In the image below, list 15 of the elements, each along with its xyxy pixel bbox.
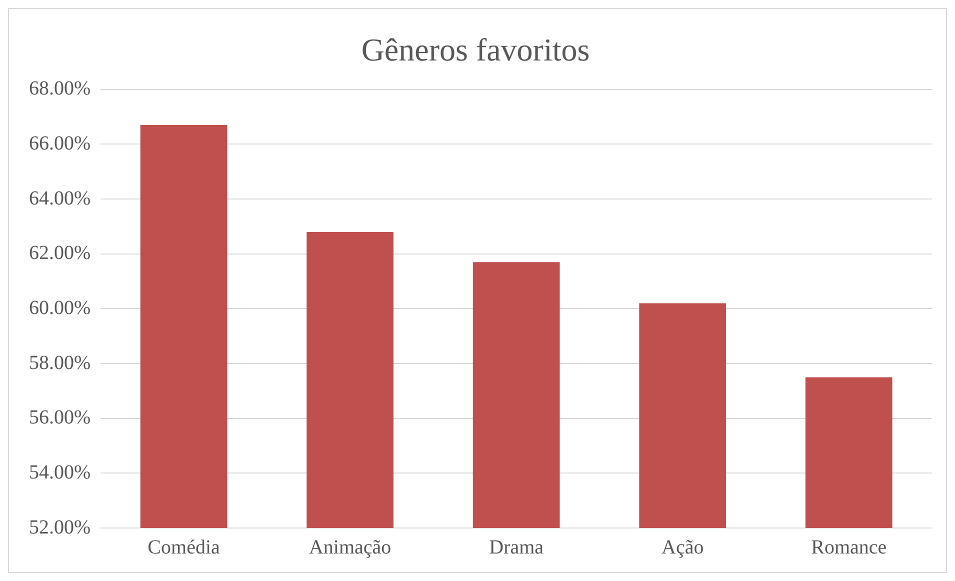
- y-tick-label: 58.00%: [28, 352, 91, 374]
- chart-title: Gêneros favoritos: [361, 32, 590, 68]
- y-tick-label: 66.00%: [28, 132, 91, 154]
- y-tick-label: 68.00%: [28, 78, 91, 100]
- x-tick-label: Ação: [661, 536, 704, 558]
- x-tick-label: Animação: [308, 536, 392, 558]
- x-tick-label: Drama: [489, 536, 544, 558]
- y-tick-label: 56.00%: [28, 406, 91, 429]
- y-tick-label: 64.00%: [28, 187, 91, 210]
- y-tick-label: 52.00%: [28, 516, 91, 538]
- y-tick-label: 62.00%: [28, 242, 91, 264]
- y-tick-label: 60.00%: [28, 296, 91, 319]
- x-tick-label: Romance: [811, 536, 887, 558]
- x-tick-label: Comédia: [148, 536, 220, 558]
- y-tick-label: 54.00%: [28, 461, 91, 484]
